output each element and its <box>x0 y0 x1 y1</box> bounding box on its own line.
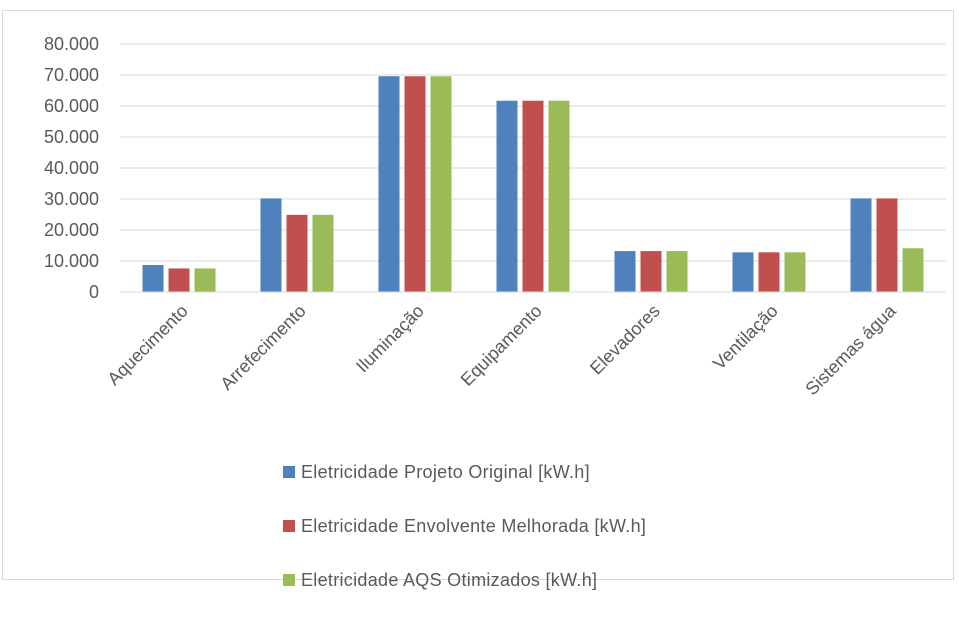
bar-series-3 <box>430 76 452 293</box>
bar-series-3 <box>194 268 216 292</box>
legend-label-3: Eletricidade AQS Otimizados [kW.h] <box>301 569 598 590</box>
y-tick-label: 60.000 <box>44 96 99 116</box>
bar-chart: 0 10.000 20.000 30.000 40.000 50.000 60.000 70.… <box>44 34 946 399</box>
legend-item-series-1: Eletricidade Projeto Original [kW.h] <box>283 461 646 483</box>
bar-series-3 <box>666 251 688 292</box>
bar-series-2 <box>286 214 308 292</box>
y-tick-label: 0 <box>89 282 99 302</box>
bar-series-2 <box>404 76 426 293</box>
legend-item-series-3: Eletricidade AQS Otimizados [kW.h] <box>283 569 646 591</box>
bar-series-1 <box>496 100 518 292</box>
x-category-label: Equipamento <box>457 301 546 390</box>
chart-area: 0 10.000 20.000 30.000 40.000 50.000 60.000 70.… <box>2 10 954 590</box>
legend-item-series-2: Eletricidade Envolvente Melhorada [kW.h] <box>283 515 646 537</box>
y-tick-label: 30.000 <box>44 189 99 209</box>
y-tick-label: 10.000 <box>44 251 99 271</box>
bar-series-1 <box>260 198 282 292</box>
x-category-label: Arrefecimento <box>216 301 309 394</box>
x-axis-categories: Aquecimento Arrefecimento Iluminação Equipa… <box>103 300 900 399</box>
legend-swatch-2 <box>283 520 295 532</box>
legend-label-1: Eletricidade Projeto Original [kW.h] <box>301 461 590 482</box>
legend: Eletricidade Projeto Original [kW.h] Ele… <box>283 461 646 623</box>
y-axis-ticks: 0 10.000 20.000 30.000 40.000 50.000 60.000 70.… <box>44 34 99 302</box>
legend-swatch-3 <box>283 574 295 586</box>
legend-swatch-1 <box>283 466 295 478</box>
y-tick-label: 70.000 <box>44 65 99 85</box>
y-tick-label: 40.000 <box>44 158 99 178</box>
x-category-label: Aquecimento <box>103 301 191 389</box>
bar-series-2 <box>168 268 190 292</box>
bar-series-1 <box>850 198 872 292</box>
bar-series-1 <box>378 76 400 293</box>
x-category-label: Ventilação <box>709 301 782 374</box>
x-category-label: Elevadores <box>586 301 664 379</box>
bar-series-3 <box>784 252 806 292</box>
y-tick-label: 20.000 <box>44 220 99 240</box>
bar-series-1 <box>614 251 636 292</box>
bar-series-2 <box>522 100 544 292</box>
x-category-label: Iluminação <box>352 301 428 377</box>
bar-series-1 <box>732 252 754 292</box>
bar-series-2 <box>758 252 780 292</box>
bar-series-3 <box>902 248 924 292</box>
bar-series-2 <box>640 251 662 292</box>
legend-label-2: Eletricidade Envolvente Melhorada [kW.h] <box>301 515 647 536</box>
y-tick-label: 80.000 <box>44 34 99 54</box>
bar-series-3 <box>548 100 570 292</box>
bar-series-3 <box>312 214 334 292</box>
bars <box>142 76 924 293</box>
x-category-label: Sistemas água <box>801 300 900 399</box>
bar-series-1 <box>142 265 164 292</box>
bar-series-2 <box>876 198 898 292</box>
y-tick-label: 50.000 <box>44 127 99 147</box>
